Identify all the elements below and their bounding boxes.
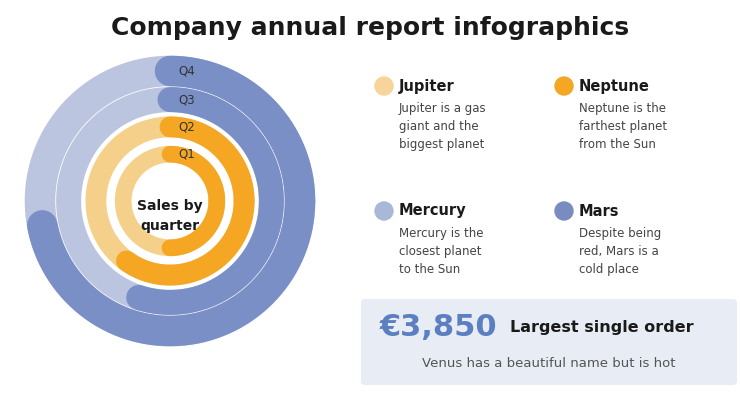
Text: Mars: Mars [579,203,619,218]
Text: Mercury: Mercury [399,203,467,218]
Text: Venus has a beautiful name but is hot: Venus has a beautiful name but is hot [423,357,676,370]
Text: Jupiter: Jupiter [399,79,455,94]
Text: Q1: Q1 [178,148,195,161]
Text: Mercury is the
closest planet
to the Sun: Mercury is the closest planet to the Sun [399,227,483,276]
Text: Jupiter is a gas
giant and the
biggest planet: Jupiter is a gas giant and the biggest p… [399,102,487,151]
Text: €3,850: €3,850 [380,314,497,342]
Text: Q3: Q3 [178,93,195,106]
Circle shape [555,77,573,95]
Circle shape [375,77,393,95]
Text: Despite being
red, Mars is a
cold place: Despite being red, Mars is a cold place [579,227,662,276]
Circle shape [555,202,573,220]
Text: Neptune: Neptune [579,79,650,94]
FancyBboxPatch shape [361,299,737,385]
Circle shape [375,202,393,220]
Text: Q4: Q4 [178,64,195,77]
Text: Neptune is the
farthest planet
from the Sun: Neptune is the farthest planet from the … [579,102,667,151]
Text: Q2: Q2 [178,120,195,134]
Text: Sales by
quarter: Sales by quarter [137,199,203,233]
Text: Largest single order: Largest single order [510,320,693,335]
Text: Company annual report infographics: Company annual report infographics [111,16,629,40]
